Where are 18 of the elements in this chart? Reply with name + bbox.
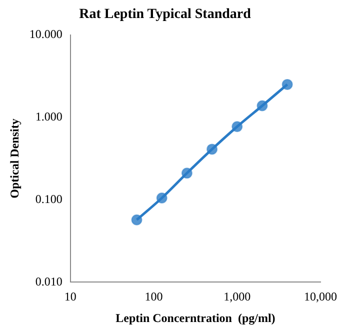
point bbox=[131, 214, 142, 226]
point bbox=[232, 121, 243, 132]
y-axis-title: Optical Density bbox=[7, 118, 22, 198]
x-tick-label: 10 bbox=[64, 290, 76, 304]
x-tick-label: 10,000 bbox=[304, 290, 337, 304]
x-tick-label: 100 bbox=[144, 290, 163, 304]
chart-title: Rat Leptin Typical Standard bbox=[79, 7, 252, 22]
y-tick-label: 10.000 bbox=[29, 26, 62, 41]
y-tick-label: 1.000 bbox=[35, 109, 62, 124]
x-axis-title: Leptin Concerntration (pg/ml) bbox=[116, 310, 276, 325]
x-tick-label: 1,000 bbox=[224, 290, 251, 304]
y-tick-label: 0.010 bbox=[35, 274, 62, 288]
point bbox=[282, 78, 293, 90]
point bbox=[256, 100, 268, 112]
point bbox=[156, 192, 168, 204]
point bbox=[181, 168, 192, 179]
y-tick-label: 0.100 bbox=[35, 192, 62, 206]
point bbox=[206, 144, 218, 155]
